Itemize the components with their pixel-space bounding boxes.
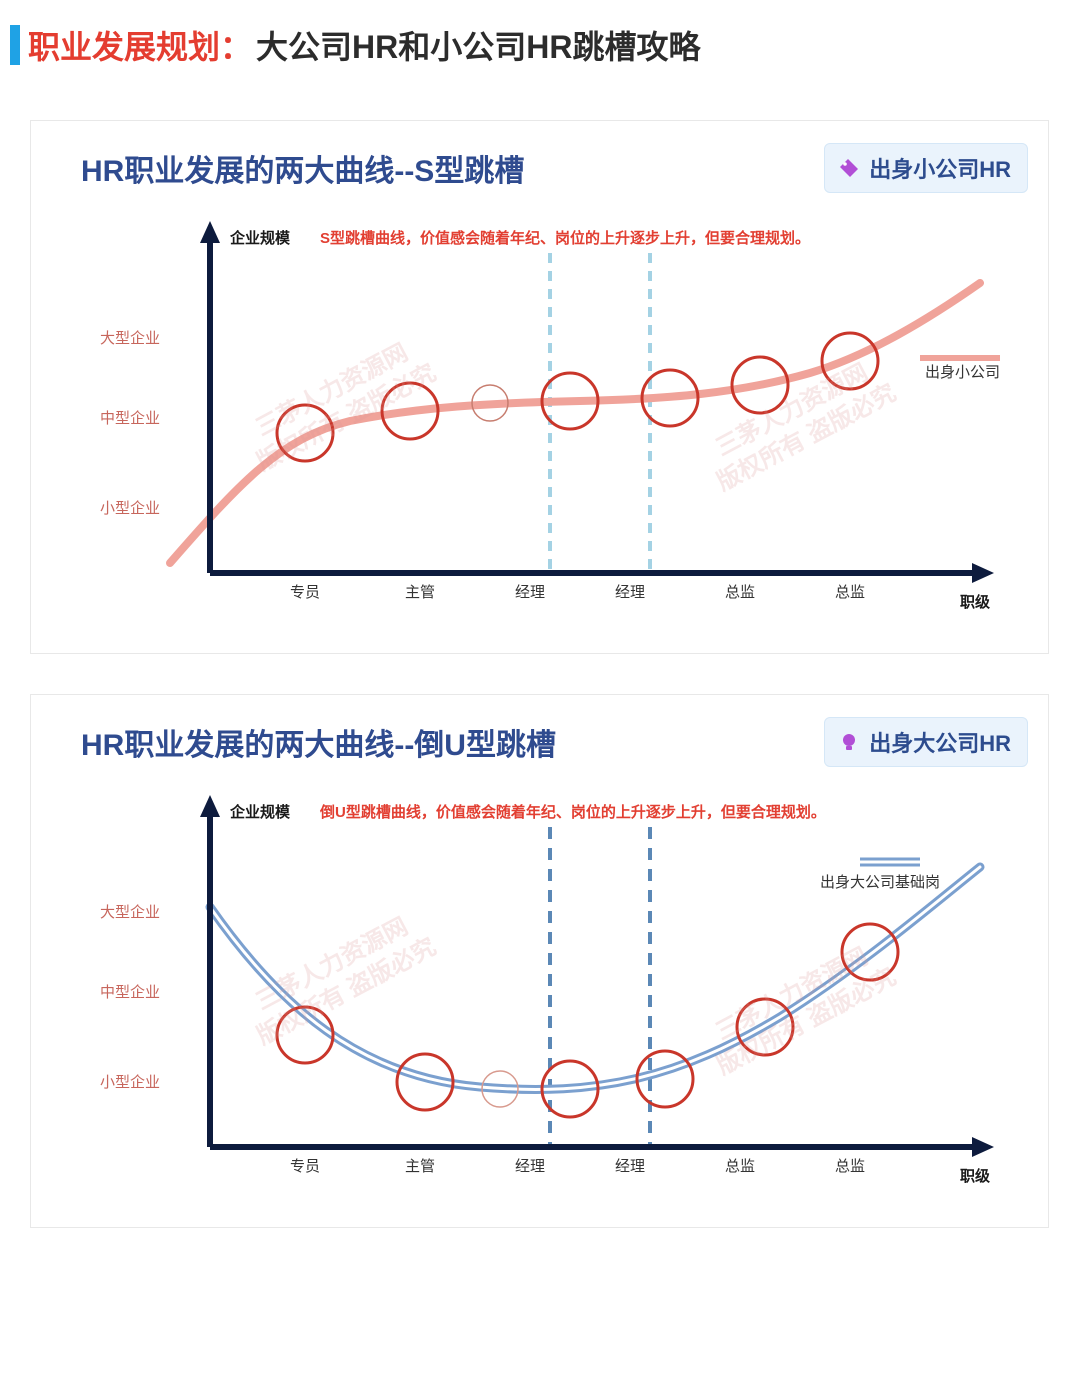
chart2-title: HR职业发展的两大曲线--倒U型跳槽 xyxy=(51,720,556,764)
svg-text:倒U型跳槽曲线，价值感会随着年纪、岗位的上升逐步上升，但要合: 倒U型跳槽曲线，价值感会随着年纪、岗位的上升逐步上升，但要合理规划。 xyxy=(319,803,826,821)
svg-text:总监: 总监 xyxy=(724,584,754,601)
chart2-area: 三茅人力资源网版权所有 盗版必究 三茅人力资源网版权所有 盗版必究 倒U型跳槽曲… xyxy=(60,777,1020,1197)
svg-text:经理: 经理 xyxy=(614,584,644,601)
chart1-title: HR职业发展的两大曲线--S型跳槽 xyxy=(51,146,524,190)
header-black-text: 大公司HR和小公司HR跳槽攻略 xyxy=(256,22,700,68)
svg-text:总监: 总监 xyxy=(724,1158,754,1175)
svg-text:S型跳槽曲线，价值感会随着年纪、岗位的上升逐步上升，但要合理: S型跳槽曲线，价值感会随着年纪、岗位的上升逐步上升，但要合理规划。 xyxy=(320,229,810,247)
svg-text:大型企业: 大型企业 xyxy=(100,903,160,921)
svg-text:总监: 总监 xyxy=(834,1158,864,1175)
svg-text:出身大公司基础岗: 出身大公司基础岗 xyxy=(820,874,940,891)
svg-text:经理: 经理 xyxy=(614,1158,644,1175)
svg-text:中型企业: 中型企业 xyxy=(100,409,160,427)
chart1-area: 三茅人力资源网版权所有 盗版必究 三茅人力资源网版权所有 盗版必究 S型跳槽曲线… xyxy=(60,203,1020,623)
svg-text:主管: 主管 xyxy=(404,1158,434,1175)
tag-icon xyxy=(837,156,861,180)
svg-text:经理: 经理 xyxy=(514,1158,544,1175)
page-header: 职业发展规划： 大公司HR和小公司HR跳槽攻略 xyxy=(0,0,1079,80)
svg-text:总监: 总监 xyxy=(834,584,864,601)
bulb-icon xyxy=(837,730,861,754)
svg-text:主管: 主管 xyxy=(404,584,434,601)
svg-text:企业规模: 企业规模 xyxy=(229,803,291,821)
svg-text:经理: 经理 xyxy=(514,584,544,601)
svg-text:小型企业: 小型企业 xyxy=(100,499,160,517)
chart2-badge: 出身大公司HR xyxy=(824,717,1028,767)
svg-text:出身小公司: 出身小公司 xyxy=(925,364,1000,381)
svg-text:中型企业: 中型企业 xyxy=(100,983,160,1001)
header-red-text: 职业发展规划： xyxy=(28,22,252,68)
chart-panel-s-curve: HR职业发展的两大曲线--S型跳槽 出身小公司HR 三茅人力资源网版权所有 盗版… xyxy=(30,120,1049,654)
svg-text:企业规模: 企业规模 xyxy=(229,229,291,247)
chart-panel-u-curve: HR职业发展的两大曲线--倒U型跳槽 出身大公司HR 三茅人力资源网版权所有 盗… xyxy=(30,694,1049,1228)
header-accent-bar xyxy=(10,25,20,65)
chart2-svg: 倒U型跳槽曲线，价值感会随着年纪、岗位的上升逐步上升，但要合理规划。出身大公司基… xyxy=(60,777,1020,1197)
svg-text:小型企业: 小型企业 xyxy=(100,1073,160,1091)
chart1-badge: 出身小公司HR xyxy=(824,143,1028,193)
svg-text:专员: 专员 xyxy=(289,584,319,601)
chart1-badge-label: 出身小公司HR xyxy=(869,152,1011,184)
chart1-svg: S型跳槽曲线，价值感会随着年纪、岗位的上升逐步上升，但要合理规划。出身小公司 企业… xyxy=(60,203,1020,623)
svg-text:职级: 职级 xyxy=(960,1167,991,1185)
svg-text:职级: 职级 xyxy=(960,593,991,611)
svg-text:大型企业: 大型企业 xyxy=(100,329,160,347)
svg-text:专员: 专员 xyxy=(289,1158,319,1175)
chart2-badge-label: 出身大公司HR xyxy=(869,726,1011,758)
